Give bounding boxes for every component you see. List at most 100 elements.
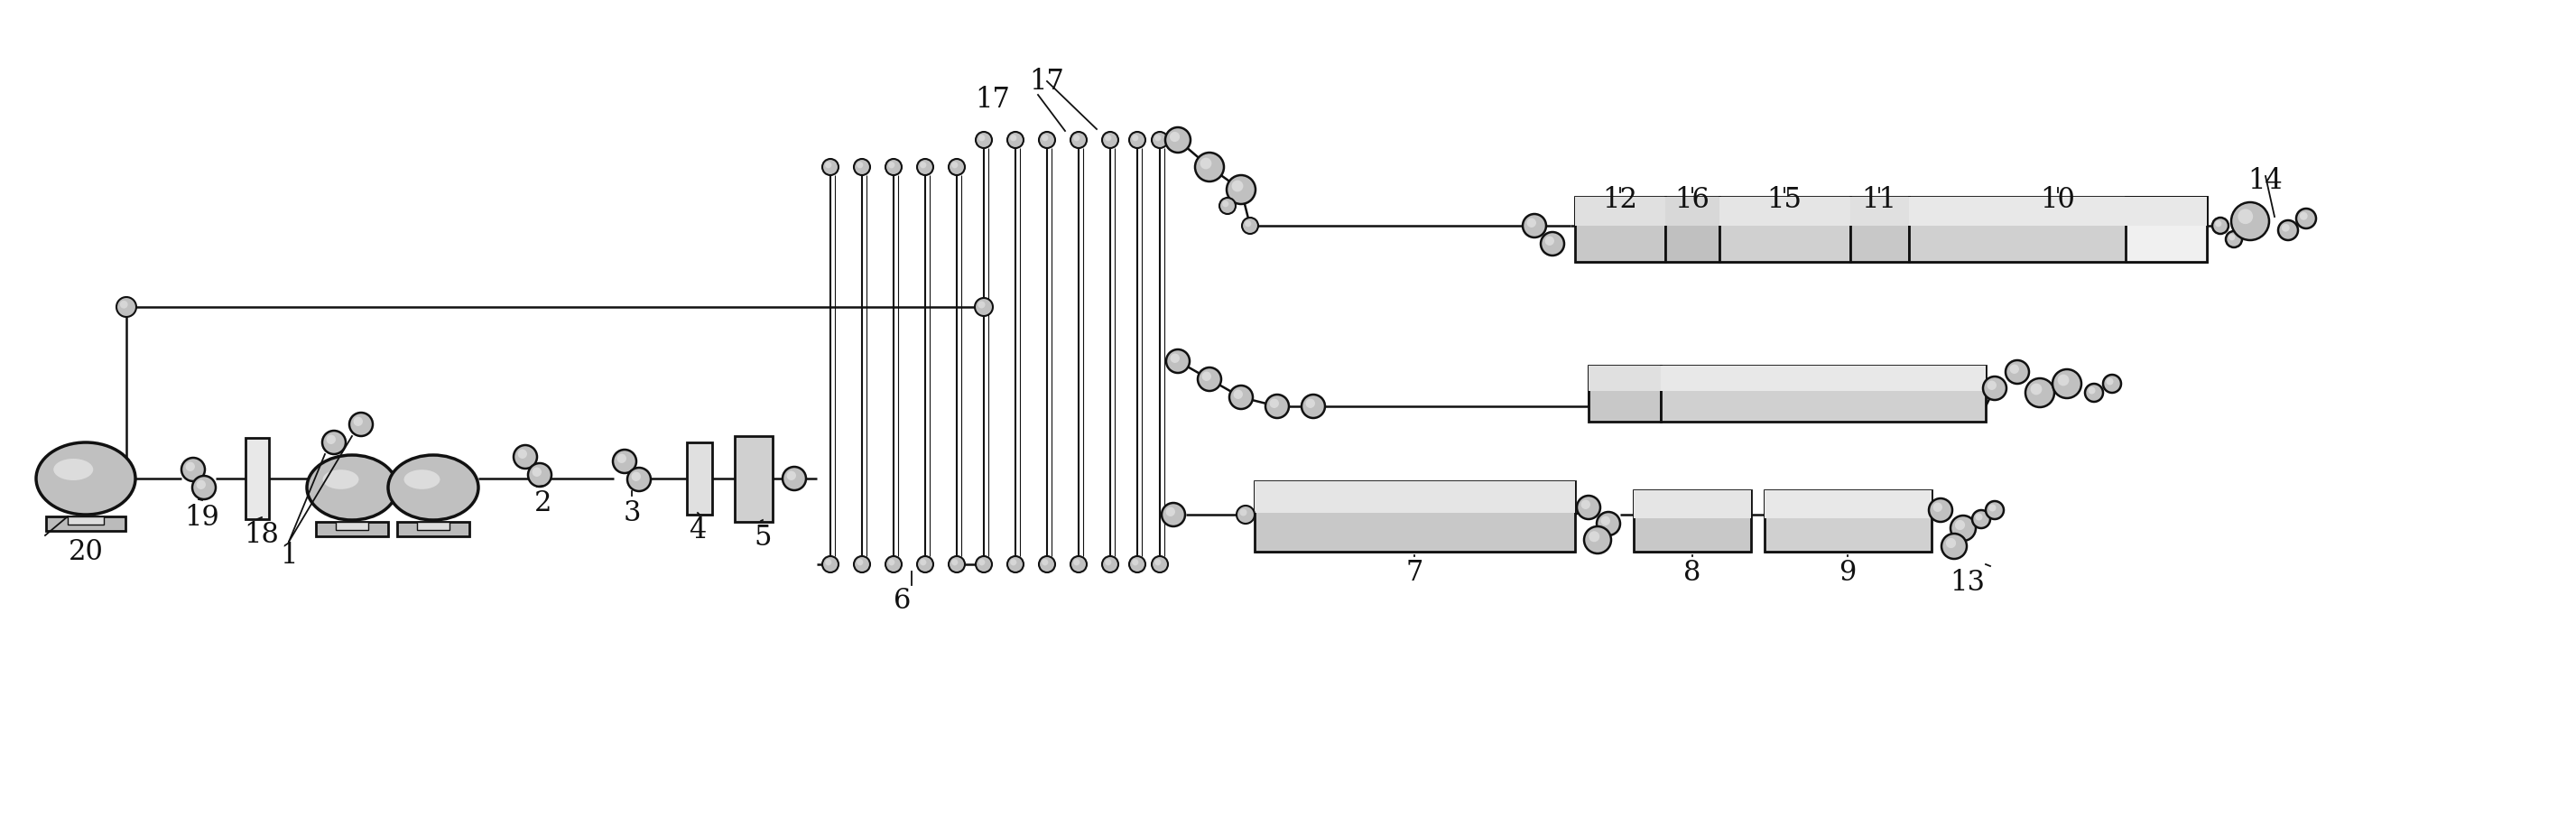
Circle shape xyxy=(1945,538,1955,548)
Bar xyxy=(1574,197,1664,262)
Circle shape xyxy=(1986,501,2004,519)
Text: 8: 8 xyxy=(1685,559,1700,587)
Text: 14: 14 xyxy=(2249,167,2282,195)
Ellipse shape xyxy=(389,455,479,520)
Bar xyxy=(1765,490,1932,518)
Bar xyxy=(1664,197,1718,226)
Bar xyxy=(1718,197,1850,262)
Circle shape xyxy=(1976,513,1984,520)
Text: 11: 11 xyxy=(1862,186,1896,214)
Circle shape xyxy=(350,412,374,436)
Circle shape xyxy=(2102,375,2120,393)
Circle shape xyxy=(2300,212,2308,220)
Circle shape xyxy=(1932,502,1942,512)
Circle shape xyxy=(193,476,216,499)
Bar xyxy=(1633,490,1752,518)
Bar xyxy=(245,438,268,519)
Bar xyxy=(335,522,368,530)
Text: 13: 13 xyxy=(1950,569,1986,597)
Bar xyxy=(1255,481,1574,551)
Text: 2: 2 xyxy=(536,489,551,517)
Circle shape xyxy=(1151,556,1167,573)
Circle shape xyxy=(979,135,984,142)
Circle shape xyxy=(853,159,871,175)
Circle shape xyxy=(1229,385,1252,409)
Circle shape xyxy=(2213,218,2228,234)
Text: 20: 20 xyxy=(67,538,103,566)
Circle shape xyxy=(1942,533,1965,559)
Ellipse shape xyxy=(322,470,358,489)
Circle shape xyxy=(1200,158,1211,169)
Circle shape xyxy=(1301,394,1324,418)
Circle shape xyxy=(116,297,137,317)
Circle shape xyxy=(1154,559,1162,565)
Text: 17: 17 xyxy=(976,86,1010,114)
Text: 7: 7 xyxy=(1406,559,1422,587)
Circle shape xyxy=(1167,349,1190,373)
Bar xyxy=(1909,197,2208,226)
Bar xyxy=(688,443,711,515)
Circle shape xyxy=(1528,218,1535,227)
Circle shape xyxy=(1242,218,1257,234)
Circle shape xyxy=(2030,384,2043,395)
Circle shape xyxy=(886,556,902,573)
Circle shape xyxy=(979,559,984,565)
Bar xyxy=(1574,197,1664,226)
Circle shape xyxy=(1128,556,1146,573)
Circle shape xyxy=(822,159,840,175)
Text: 16: 16 xyxy=(1674,186,1710,214)
Circle shape xyxy=(2239,209,2254,224)
Circle shape xyxy=(920,559,927,565)
Circle shape xyxy=(1226,175,1255,204)
Circle shape xyxy=(1306,398,1314,408)
Circle shape xyxy=(1577,496,1600,519)
Circle shape xyxy=(948,556,966,573)
Circle shape xyxy=(917,556,933,573)
Circle shape xyxy=(1072,132,1087,148)
Circle shape xyxy=(1038,132,1056,148)
Circle shape xyxy=(1170,353,1180,363)
Bar xyxy=(46,516,126,531)
Circle shape xyxy=(518,449,528,459)
Text: 5: 5 xyxy=(755,524,770,551)
Circle shape xyxy=(889,162,894,169)
Circle shape xyxy=(1270,398,1278,408)
Circle shape xyxy=(1072,556,1087,573)
Circle shape xyxy=(2058,375,2069,386)
Circle shape xyxy=(2295,209,2316,228)
Circle shape xyxy=(951,162,958,169)
Circle shape xyxy=(1195,153,1224,182)
Circle shape xyxy=(1151,132,1167,148)
Circle shape xyxy=(1929,498,1953,522)
Circle shape xyxy=(2089,387,2094,394)
Circle shape xyxy=(1218,198,1236,214)
Circle shape xyxy=(180,458,206,481)
Circle shape xyxy=(824,162,832,169)
Circle shape xyxy=(1221,200,1229,207)
Text: 12: 12 xyxy=(1602,186,1638,214)
Circle shape xyxy=(853,556,871,573)
Circle shape xyxy=(2282,224,2290,231)
Circle shape xyxy=(1103,132,1118,148)
Text: 19: 19 xyxy=(185,504,219,532)
Circle shape xyxy=(1131,559,1139,565)
Circle shape xyxy=(1041,135,1048,142)
Circle shape xyxy=(2107,378,2112,385)
Circle shape xyxy=(613,450,636,473)
Circle shape xyxy=(1600,516,1610,525)
Circle shape xyxy=(1128,132,1146,148)
Circle shape xyxy=(1010,559,1018,565)
Text: 15: 15 xyxy=(1767,186,1803,214)
Circle shape xyxy=(1584,526,1610,554)
Circle shape xyxy=(886,159,902,175)
Circle shape xyxy=(976,132,992,148)
Bar xyxy=(1662,366,1986,391)
Circle shape xyxy=(1955,520,1965,530)
Text: 10: 10 xyxy=(2040,186,2076,214)
Circle shape xyxy=(2009,364,2020,374)
Circle shape xyxy=(2231,202,2269,240)
Circle shape xyxy=(2084,384,2102,402)
Circle shape xyxy=(979,301,984,308)
Circle shape xyxy=(1154,135,1162,142)
Circle shape xyxy=(322,430,345,454)
